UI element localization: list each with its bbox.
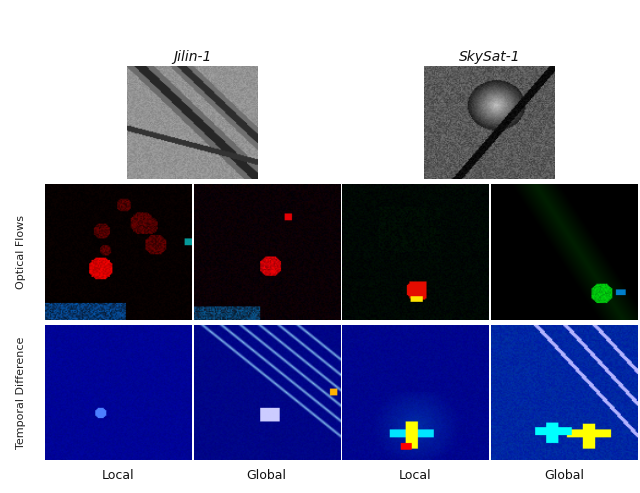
Text: Global: Global bbox=[246, 469, 287, 482]
Text: Local: Local bbox=[102, 469, 134, 482]
Text: Jilin-1: Jilin-1 bbox=[173, 50, 211, 64]
Text: Temporal Difference: Temporal Difference bbox=[16, 337, 26, 449]
Text: SkySat-1: SkySat-1 bbox=[459, 50, 521, 64]
Text: Local: Local bbox=[399, 469, 432, 482]
Text: Optical Flows: Optical Flows bbox=[16, 215, 26, 289]
Text: Global: Global bbox=[545, 469, 584, 482]
